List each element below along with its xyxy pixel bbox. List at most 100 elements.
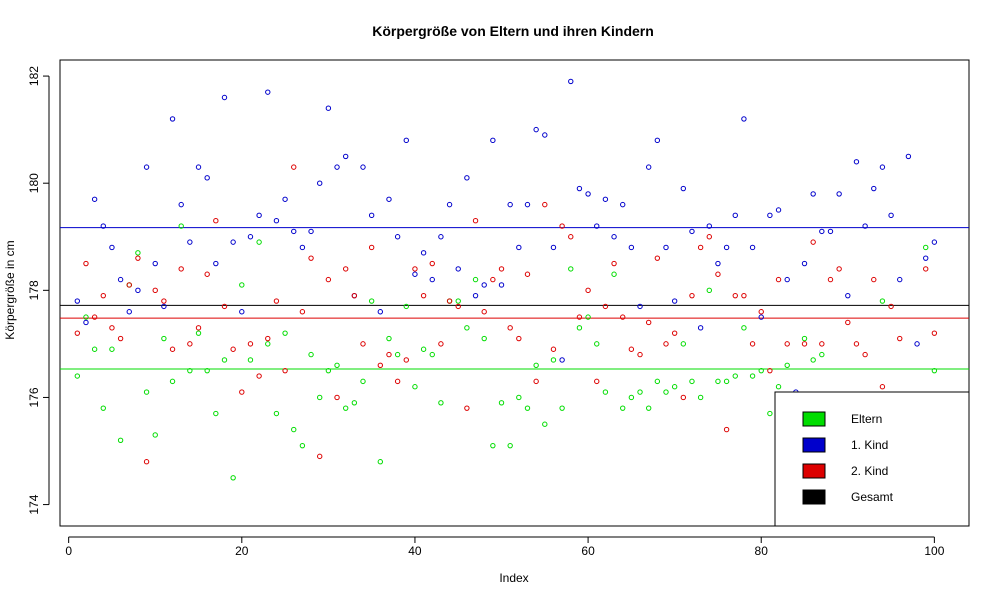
- data-point: [845, 292, 851, 299]
- data-point: [732, 373, 738, 379]
- data-point: [524, 271, 531, 277]
- data-point: [126, 282, 132, 288]
- y-axis-label: Körpergröße in cm: [3, 240, 17, 339]
- data-point: [412, 271, 418, 277]
- x-tick-label: 60: [581, 544, 595, 558]
- mean-lines: [60, 227, 969, 370]
- data-point: [810, 239, 816, 245]
- data-point: [420, 292, 427, 299]
- data-point: [775, 384, 782, 390]
- chart-title: Körpergröße von Eltern und ihren Kindern: [372, 23, 654, 39]
- data-point: [377, 459, 384, 465]
- data-point: [446, 298, 453, 304]
- data-point: [741, 116, 747, 122]
- data-point: [775, 207, 782, 213]
- data-point: [810, 357, 816, 363]
- data-point: [542, 132, 548, 138]
- data-point: [923, 244, 929, 251]
- data-point: [585, 191, 591, 197]
- data-point: [663, 244, 669, 251]
- legend-swatch: [802, 411, 826, 427]
- data-point: [455, 303, 461, 310]
- data-point: [784, 362, 790, 369]
- data-point: [871, 185, 877, 192]
- data-point: [749, 244, 756, 251]
- data-point: [836, 266, 842, 272]
- data-point: [161, 298, 167, 304]
- data-point: [680, 185, 687, 192]
- data-point: [827, 228, 834, 235]
- data-point: [680, 394, 687, 401]
- data-point: [620, 314, 626, 320]
- data-point: [195, 330, 202, 336]
- data-point: [342, 266, 349, 272]
- data-point: [143, 389, 150, 395]
- data-point: [117, 335, 124, 342]
- data-point: [472, 292, 479, 299]
- data-point: [403, 137, 409, 144]
- data-point: [637, 351, 643, 358]
- data-point: [317, 394, 323, 401]
- data-point: [169, 116, 176, 122]
- data-point: [576, 314, 583, 320]
- data-point: [386, 196, 392, 202]
- data-point: [221, 303, 228, 310]
- data-point: [429, 351, 435, 358]
- data-point: [542, 201, 548, 208]
- data-point: [195, 164, 202, 170]
- data-point: [213, 410, 219, 417]
- data-point: [455, 266, 461, 272]
- data-point: [403, 357, 409, 363]
- data-point: [897, 335, 903, 342]
- data-point: [801, 341, 808, 347]
- data-point: [143, 164, 150, 170]
- data-point: [585, 287, 591, 294]
- y-tick-label: 174: [27, 494, 41, 514]
- data-point: [637, 389, 643, 395]
- data-point: [100, 223, 106, 229]
- data-point: [498, 282, 505, 288]
- data-point: [143, 459, 150, 465]
- data-point: [299, 244, 306, 251]
- data-point: [758, 367, 764, 374]
- data-point: [628, 394, 635, 401]
- data-point: [516, 244, 522, 251]
- data-point: [628, 346, 635, 352]
- data-point: [516, 335, 522, 342]
- data-point: [256, 212, 262, 219]
- data-point: [594, 378, 600, 385]
- y-tick-label: 178: [27, 280, 41, 300]
- data-point: [100, 292, 106, 299]
- data-point: [178, 223, 184, 229]
- data-point: [394, 351, 401, 358]
- data-point: [117, 437, 124, 443]
- data-point: [325, 276, 332, 283]
- data-point: [862, 223, 868, 229]
- data-point: [230, 346, 236, 352]
- data-point: [533, 378, 539, 385]
- data-point: [126, 309, 132, 315]
- data-point: [368, 298, 375, 304]
- data-point: [516, 394, 522, 401]
- data-point: [706, 234, 712, 240]
- data-point: [291, 426, 297, 433]
- data-point: [291, 164, 297, 170]
- data-point: [204, 271, 210, 277]
- data-point: [550, 357, 557, 363]
- legend-label: 2. Kind: [851, 464, 888, 478]
- data-point: [195, 325, 202, 331]
- data-point: [810, 191, 816, 197]
- data-point: [568, 234, 574, 240]
- data-point: [542, 421, 548, 427]
- data-point: [654, 255, 661, 261]
- data-point: [602, 389, 609, 395]
- data-point: [671, 330, 678, 336]
- data-point: [446, 201, 453, 208]
- data-point: [645, 319, 652, 326]
- legend-label: Gesamt: [851, 490, 894, 504]
- data-point: [663, 389, 669, 395]
- plot-frame: [59, 59, 970, 527]
- data-point: [420, 346, 427, 352]
- data-point: [273, 298, 280, 304]
- data-point: [377, 309, 384, 315]
